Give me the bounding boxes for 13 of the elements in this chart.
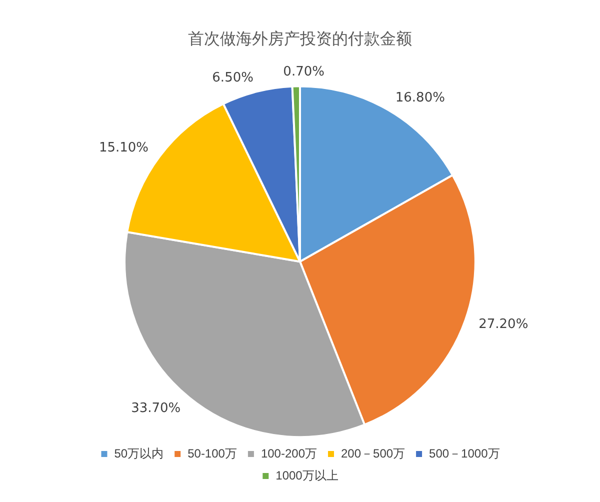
legend-label: 500－1000万 [429,446,500,460]
data-label: 33.70% [131,401,181,416]
legend-label: 1000万以上 [276,468,338,482]
data-label: 27.20% [478,317,528,332]
data-label: 0.70% [283,64,324,80]
legend-label: 50-100万 [188,446,237,460]
data-label: 15.10% [98,140,149,156]
legend-label: 200－500万 [340,446,406,460]
data-label: 6.50% [212,70,254,86]
legend-label: 50万以内 [114,446,164,460]
chart-title: 首次做海外房产投资的付款金额 [188,30,412,48]
legend-label: 100-200万 [260,446,318,460]
data-label: 16.80% [395,90,445,106]
